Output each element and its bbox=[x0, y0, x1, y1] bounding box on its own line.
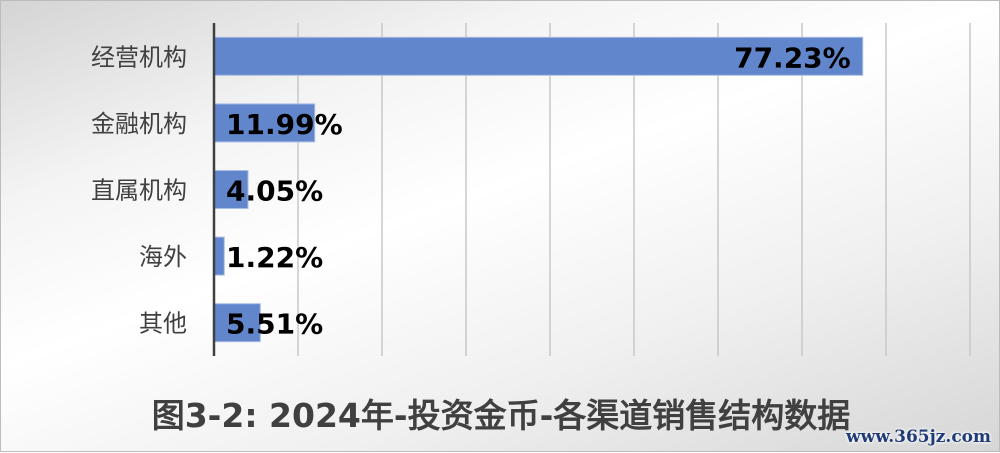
bar bbox=[213, 170, 249, 209]
data-label: 5.51% bbox=[226, 308, 323, 341]
category-label: 其他 bbox=[139, 310, 187, 338]
bar bbox=[213, 303, 261, 343]
data-label: 4.05% bbox=[226, 175, 323, 208]
watermark: www.365jz.com bbox=[846, 427, 991, 447]
category-label: 海外 bbox=[139, 243, 187, 271]
data-label: 11.99% bbox=[226, 108, 343, 141]
data-label: 1.22% bbox=[226, 241, 323, 274]
category-label: 直属机构 bbox=[91, 177, 187, 205]
data-label: 77.23% bbox=[734, 41, 851, 74]
bar bbox=[213, 36, 864, 76]
chart-title: 图3-2: 2024年-投资金币-各渠道销售结构数据 bbox=[151, 396, 851, 435]
category-label: 经营机构 bbox=[91, 43, 187, 71]
category-label: 金融机构 bbox=[91, 110, 187, 138]
bar bbox=[213, 236, 225, 276]
